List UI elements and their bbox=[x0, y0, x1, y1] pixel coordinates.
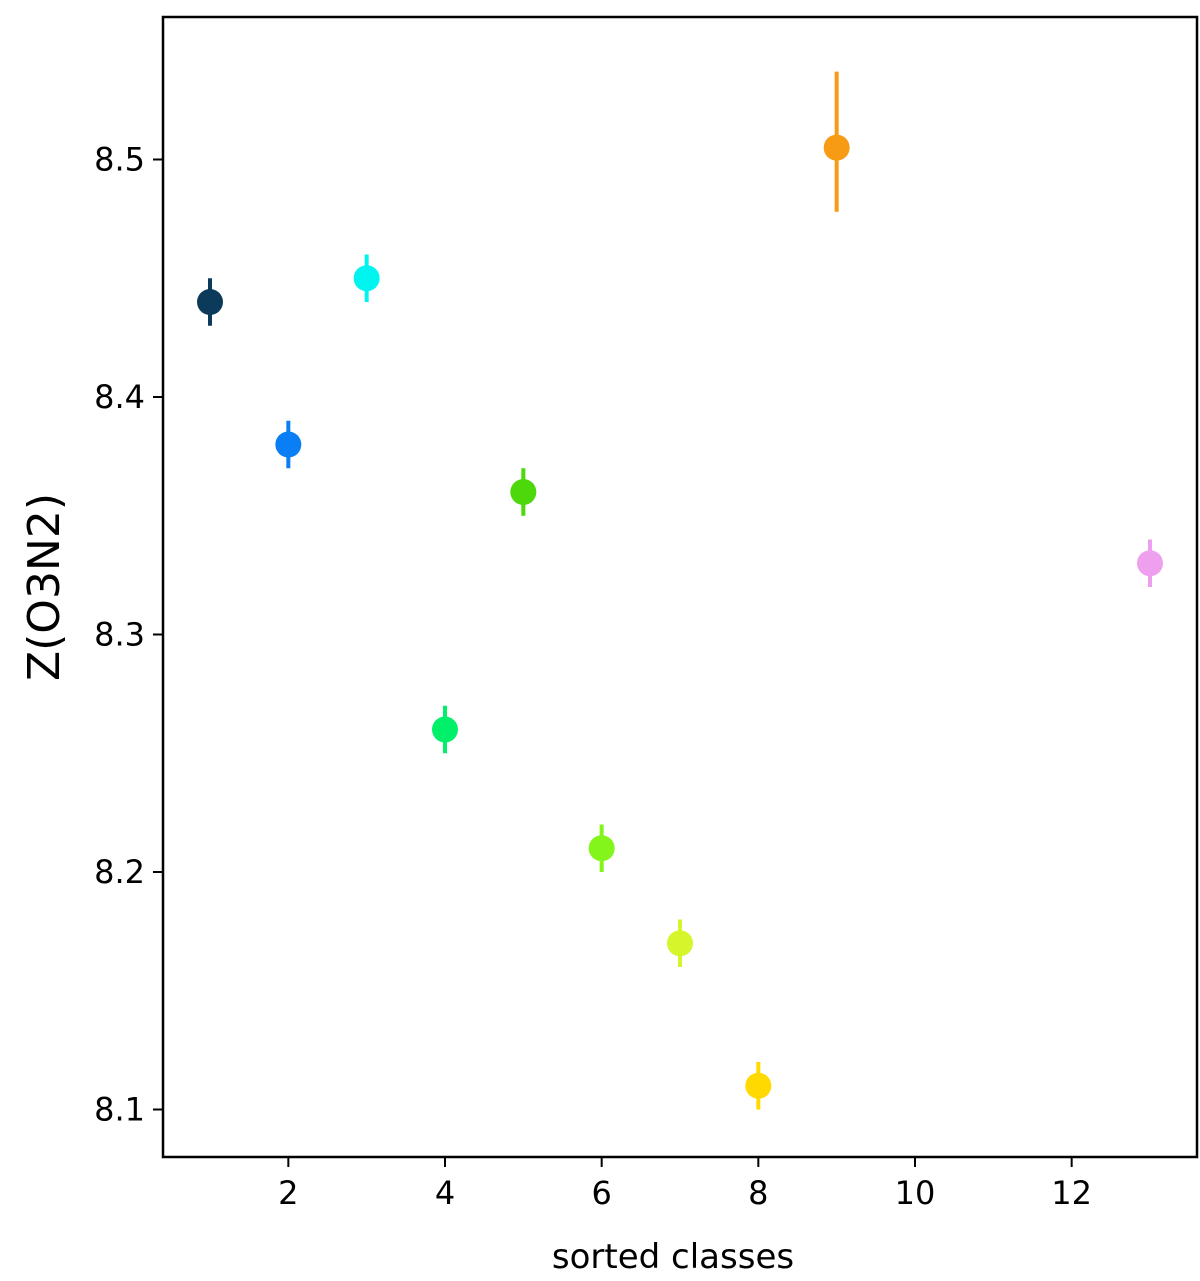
y-tick-label-8.4: 8.4 bbox=[94, 378, 145, 416]
x-axis-ticks: 2 4 6 8 10 12 bbox=[278, 1157, 1092, 1212]
data-point-6 bbox=[588, 835, 615, 862]
data-point-9 bbox=[823, 134, 850, 161]
x-tick-label-2: 2 bbox=[278, 1174, 298, 1212]
y-axis-label: Z(O3N2) bbox=[19, 493, 70, 681]
y-tick-label-8.1: 8.1 bbox=[94, 1091, 145, 1129]
y-tick-label-8.2: 8.2 bbox=[94, 853, 145, 891]
x-tick-label-4: 4 bbox=[435, 1174, 455, 1212]
y-axis-ticks: 8.1 8.2 8.3 8.4 8.5 bbox=[94, 141, 163, 1129]
x-tick-label-10: 10 bbox=[895, 1174, 936, 1212]
data-point-7 bbox=[667, 930, 693, 957]
data-points bbox=[197, 134, 1163, 1099]
data-point-5 bbox=[510, 479, 537, 505]
data-point-10 bbox=[1137, 550, 1163, 577]
x-tick-label-12: 12 bbox=[1051, 1174, 1092, 1212]
y-tick-label-8.5: 8.5 bbox=[94, 141, 145, 179]
data-point-2 bbox=[275, 431, 302, 458]
plot-frame bbox=[161, 15, 1199, 1159]
y-tick-label-8.3: 8.3 bbox=[94, 616, 145, 654]
x-tick-label-6: 6 bbox=[591, 1174, 611, 1212]
x-axis-label: sorted classes bbox=[552, 1237, 794, 1277]
x-tick-label-8: 8 bbox=[748, 1174, 768, 1212]
data-point-3 bbox=[353, 265, 380, 292]
data-point-8 bbox=[745, 1072, 772, 1099]
data-point-4 bbox=[432, 716, 458, 743]
data-point-1 bbox=[197, 289, 223, 315]
